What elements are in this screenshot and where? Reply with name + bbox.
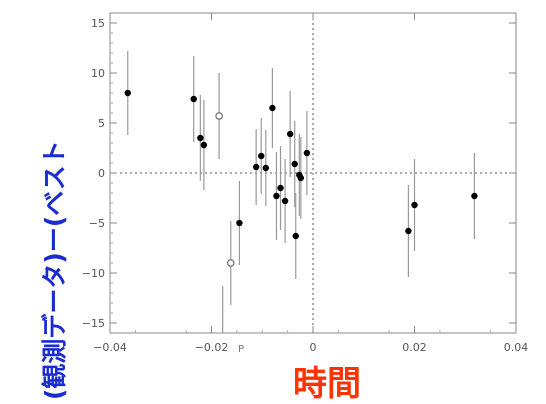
- data-point: [297, 174, 305, 182]
- data-point: [471, 192, 478, 200]
- data-point: [124, 89, 131, 97]
- y-tick-label: −15: [82, 317, 105, 330]
- y-tick-label: 0: [98, 167, 105, 180]
- data-point: [281, 197, 289, 205]
- plot-area: −15 −10 −5 0 5 10 15 −0.04 −0.02 0 0.02 0.04: [82, 12, 529, 354]
- y-tick-label: −5: [89, 217, 105, 230]
- data-point: [303, 149, 311, 157]
- x-tick-label: −0.02: [195, 341, 229, 354]
- data-point: [252, 163, 260, 171]
- data-point: [292, 232, 299, 240]
- data-point: [291, 160, 298, 168]
- data-point: [273, 192, 280, 200]
- x-tick-label: 0.04: [504, 341, 529, 354]
- x-axis-label: 時間: [293, 364, 361, 404]
- y-tick-label: −10: [82, 267, 105, 280]
- y-tick-label: 10: [91, 67, 105, 80]
- y-tick-label: 15: [91, 17, 105, 30]
- data-point: [236, 219, 243, 227]
- data-point: [269, 104, 276, 112]
- data-point: [405, 227, 412, 235]
- data-point: [258, 152, 265, 160]
- y-tick-label: 5: [98, 117, 105, 130]
- y-axis-label-text: (観測データ)ー(ベスト: [40, 140, 69, 400]
- data-point: [286, 130, 294, 138]
- data-point-open: [215, 112, 223, 120]
- x-tick-label: 0.02: [402, 341, 427, 354]
- data-point: [197, 134, 204, 142]
- y-axis-label: (観測データ)ー(ベスト: [40, 140, 69, 400]
- x-tick-label: −0.04: [93, 341, 127, 354]
- data-point-open: [226, 259, 235, 267]
- x-axis-letter: P: [238, 344, 244, 355]
- data-point: [277, 184, 284, 192]
- x-tick-label: 0: [310, 341, 317, 354]
- data-point: [411, 201, 418, 209]
- data-point: [190, 95, 197, 103]
- data-point: [200, 141, 208, 149]
- data-point: [262, 164, 270, 172]
